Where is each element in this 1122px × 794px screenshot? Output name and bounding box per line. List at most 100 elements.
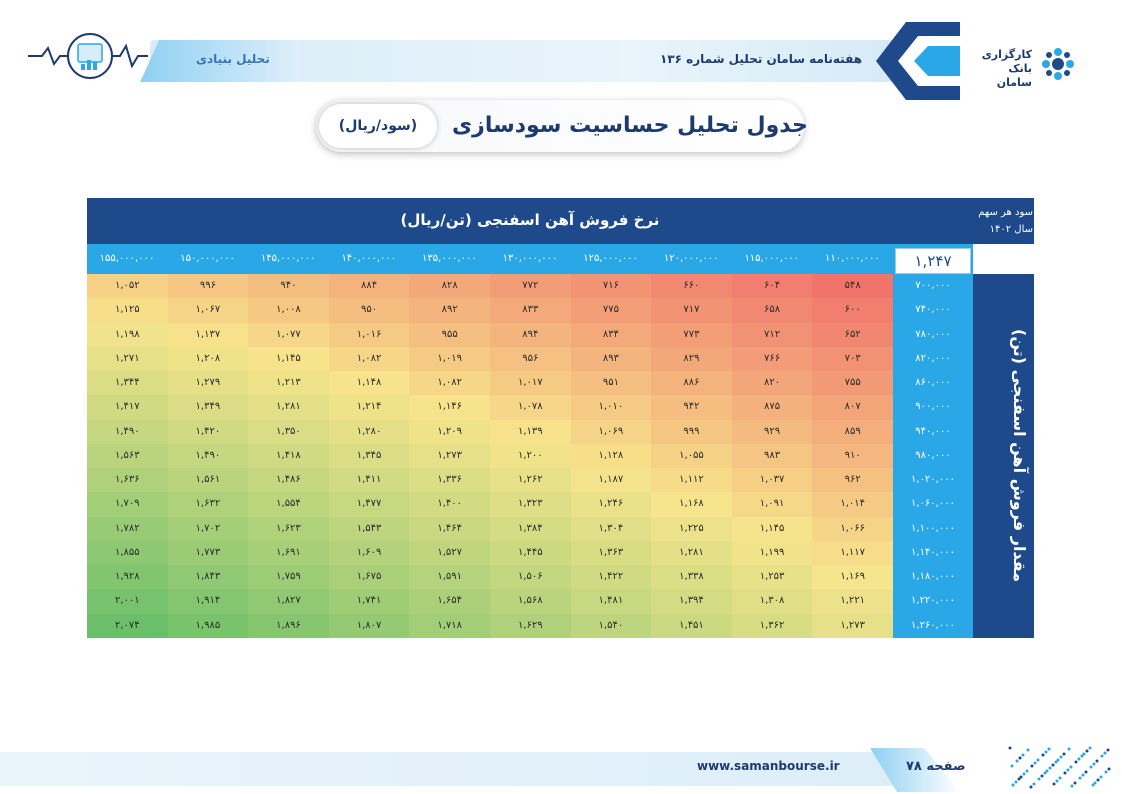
table-cell: ۷۱۶	[570, 274, 652, 299]
column-axis-label: نرخ فروش آهن اسفنجی (تن/ریال)	[400, 211, 660, 229]
table-cell: ۲,۰۷۴	[87, 613, 168, 638]
table-cell: ۱,۰۰۸	[248, 298, 329, 323]
brand-line2: بانک سامان	[996, 62, 1032, 89]
page-title: جدول تحلیل حساسیت سودسازی	[452, 113, 808, 138]
table-cell: ۱,۵۶۳	[87, 443, 168, 469]
table-cell: ۹۵۱	[570, 371, 652, 396]
table-cell: ۸۸۴	[328, 274, 410, 299]
dots-pattern-icon	[1000, 744, 1115, 790]
table-cell: ۸۲۰	[731, 371, 813, 396]
table-cell: ۱,۵۶۱	[167, 468, 249, 493]
base-eps-value: ۱,۲۴۷	[895, 248, 971, 274]
table-cell: ۱,۶۹۱	[248, 540, 329, 566]
page-label: صفحه	[926, 759, 966, 774]
table-cell: ۹۸۳	[731, 443, 813, 469]
column-header: ۱۳۰,۰۰۰,۰۰۰	[502, 253, 558, 264]
row-header: ۱,۰۶۰,۰۰۰	[911, 498, 955, 510]
table-cell: ۱,۱۴۶	[409, 395, 490, 420]
table-cell: ۱,۰۶۷	[167, 298, 249, 323]
table-cell: ۱,۴۰۰	[409, 492, 490, 517]
table-cell: ۱,۱۹۸	[87, 322, 168, 347]
table-cell: ۱,۵۶۸	[490, 589, 571, 614]
table-cell: ۱,۹۲۸	[87, 565, 168, 590]
table-cell: ۱,۲۰۸	[167, 346, 249, 372]
table-cell: ۱,۷۰۹	[87, 492, 168, 517]
table-cell: ۱,۴۹۰	[167, 443, 249, 469]
table-cell: ۹۴۰	[248, 274, 329, 299]
table-cell: ۷۷۳	[651, 322, 732, 347]
table-cell: ۹۲۹	[731, 419, 813, 444]
row-header: ۱,۱۴۰,۰۰۰	[911, 546, 955, 558]
table-cell: ۱,۲۸۰	[328, 419, 410, 444]
table-cell: ۱,۲۰۰	[490, 443, 571, 469]
table-cell: ۱,۲۲۱	[812, 589, 893, 614]
table-cell: ۱,۴۲۰	[167, 419, 249, 444]
table-cell: ۱,۰۵۵	[651, 443, 732, 469]
table-cell: ۱,۴۱۸	[248, 443, 329, 469]
table-cell: ۱,۳۰۸	[731, 589, 813, 614]
row-header: ۹۸۰,۰۰۰	[915, 449, 951, 461]
table-cell: ۱,۳۶۲	[731, 613, 813, 638]
table-cell: ۱,۳۵۰	[248, 419, 329, 444]
table-cell: ۱,۰۶۹	[570, 419, 652, 444]
row-header: ۷۴۰,۰۰۰	[915, 304, 951, 316]
table-cell: ۱,۴۶۴	[409, 516, 490, 541]
table-cell: ۱,۰۸۲	[328, 346, 410, 372]
table-cell: ۱,۳۳۸	[651, 565, 732, 590]
table-cell: ۱,۵۴۰	[570, 613, 652, 638]
table-cell: ۱,۳۰۴	[570, 516, 652, 541]
footer-band	[0, 752, 900, 786]
table-cell: ۹۵۰	[328, 298, 410, 323]
table-cell: ۶۵۲	[812, 322, 893, 347]
row-axis-label: مقدار فروش آهن اسفنجی (تن)	[1010, 329, 1029, 583]
table-cell: ۸۵۹	[812, 419, 893, 444]
table-cell: ۱,۰۶۶	[812, 516, 893, 541]
row-header: ۱,۰۲۰,۰۰۰	[911, 474, 955, 486]
table-cell: ۱,۱۸۷	[570, 468, 652, 493]
table-cell: ۱,۱۶۹	[812, 565, 893, 590]
table-cell: ۱,۶۳۲	[167, 492, 249, 517]
table-cell: ۱,۱۹۹	[731, 540, 813, 566]
column-header: ۱۴۵,۰۰۰,۰۰۰	[260, 253, 316, 264]
table-cell: ۹۹۶	[167, 274, 249, 299]
table-cell: ۱,۴۸۱	[570, 589, 652, 614]
table-cell: ۱,۱۴۸	[328, 371, 410, 396]
table-cell: ۸۹۴	[490, 322, 571, 347]
table-cell: ۱,۷۸۲	[87, 516, 168, 541]
table-cell: ۱,۹۸۵	[167, 613, 249, 638]
corner-label-line1: سود هر سهم	[978, 207, 1033, 218]
table-cell: ۱,۲۱۳	[248, 371, 329, 396]
table-cell: ۷۶۶	[731, 346, 813, 372]
table-cell: ۱,۱۲۵	[87, 298, 168, 323]
table-cell: ۱,۰۹۱	[731, 492, 813, 517]
table-cell: ۱,۳۴۵	[328, 443, 410, 469]
table-cell: ۱,۹۱۴	[167, 589, 249, 614]
table-cell: ۱,۲۷۱	[87, 346, 168, 372]
table-cell: ۹۱۰	[812, 443, 893, 469]
table-cell: ۸۷۵	[731, 395, 813, 420]
table-cell: ۷۰۳	[812, 346, 893, 372]
table-cell: ۱,۱۳۷	[167, 322, 249, 347]
table-cell: ۱,۳۲۳	[490, 492, 571, 517]
column-header: ۱۲۵,۰۰۰,۰۰۰	[583, 253, 638, 264]
chevron-logo-icon	[876, 22, 960, 100]
row-header: ۸۲۰,۰۰۰	[915, 352, 951, 364]
table-cell: ۱,۶۰۹	[328, 540, 410, 566]
table-cell: ۱,۵۵۴	[248, 492, 329, 517]
table-cell: ۱,۲۰۹	[409, 419, 490, 444]
table-cell: ۱,۷۵۹	[248, 565, 329, 590]
corner-label: سود هر سهم سال ۱۴۰۲	[975, 204, 1033, 238]
table-cell: ۱,۱۳۹	[490, 419, 571, 444]
table-cell: ۱,۸۲۷	[248, 589, 329, 614]
row-header: ۷۸۰,۰۰۰	[915, 328, 951, 340]
table-cell: ۱,۸۵۵	[87, 540, 168, 566]
table-cell: ۱,۸۴۳	[167, 565, 249, 590]
table-cell: ۱,۵۲۷	[409, 540, 490, 566]
row-header: ۱,۱۸۰,۰۰۰	[911, 571, 955, 583]
table-cell: ۸۲۹	[651, 346, 732, 372]
table-cell: ۱,۶۵۴	[409, 589, 490, 614]
page-number: ۷۸	[906, 759, 922, 774]
website-link[interactable]: www.samanbourse.ir	[697, 759, 840, 773]
row-header: ۱,۱۰۰,۰۰۰	[911, 522, 955, 534]
table-cell: ۱,۷۴۱	[328, 589, 410, 614]
